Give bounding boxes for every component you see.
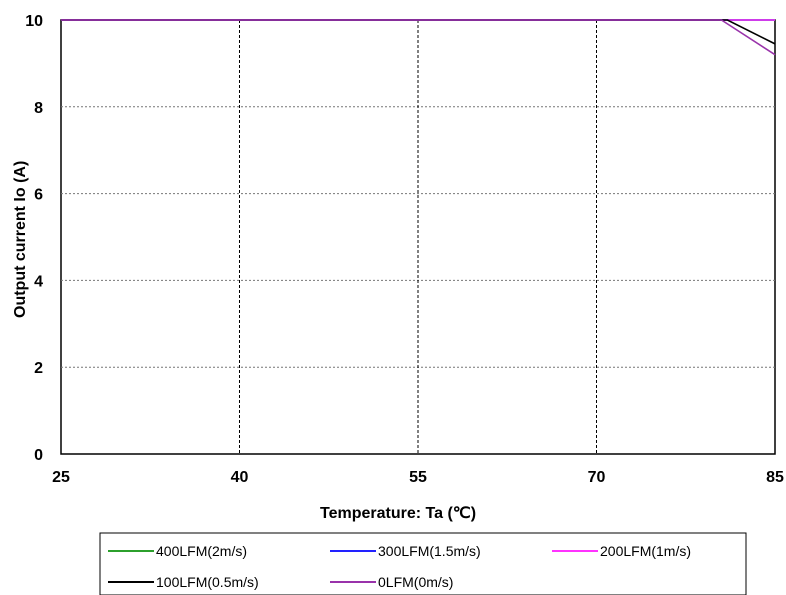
x-tick-label: 70 bbox=[588, 469, 606, 486]
y-tick-label: 2 bbox=[34, 360, 43, 377]
legend: 400LFM(2m/s) 300LFM(1.5m/s) 200LFM(1m/s) 10… bbox=[99, 532, 747, 595]
y-tick-label: 8 bbox=[34, 100, 43, 117]
x-tick-label: 55 bbox=[409, 469, 427, 486]
x-tick-label: 85 bbox=[766, 469, 784, 486]
y-tick-label: 10 bbox=[25, 13, 43, 30]
x-tick-labels: 25 40 55 70 85 bbox=[52, 469, 784, 486]
y-tick-label: 4 bbox=[34, 273, 43, 290]
x-tick-label: 25 bbox=[52, 469, 70, 486]
y-axis-title: Output current Io (A) bbox=[12, 161, 29, 318]
legend-label: 400LFM(2m/s) bbox=[156, 543, 247, 559]
y-tick-label: 0 bbox=[34, 447, 43, 464]
y-tick-labels: 0 2 4 6 8 10 bbox=[25, 13, 43, 464]
series-line-4 bbox=[61, 19, 776, 56]
legend-label: 300LFM(1.5m/s) bbox=[378, 543, 481, 559]
legend-label: 200LFM(1m/s) bbox=[600, 543, 691, 559]
x-axis-title: Temperature: Ta (℃) bbox=[320, 505, 476, 522]
x-tick-label: 40 bbox=[231, 469, 249, 486]
series-lines bbox=[61, 19, 776, 56]
legend-box bbox=[99, 532, 747, 595]
legend-label: 100LFM(0.5m/s) bbox=[156, 574, 259, 590]
y-tick-label: 6 bbox=[34, 187, 43, 204]
legend-label: 0LFM(0m/s) bbox=[378, 574, 453, 590]
grid-lines bbox=[61, 20, 775, 454]
